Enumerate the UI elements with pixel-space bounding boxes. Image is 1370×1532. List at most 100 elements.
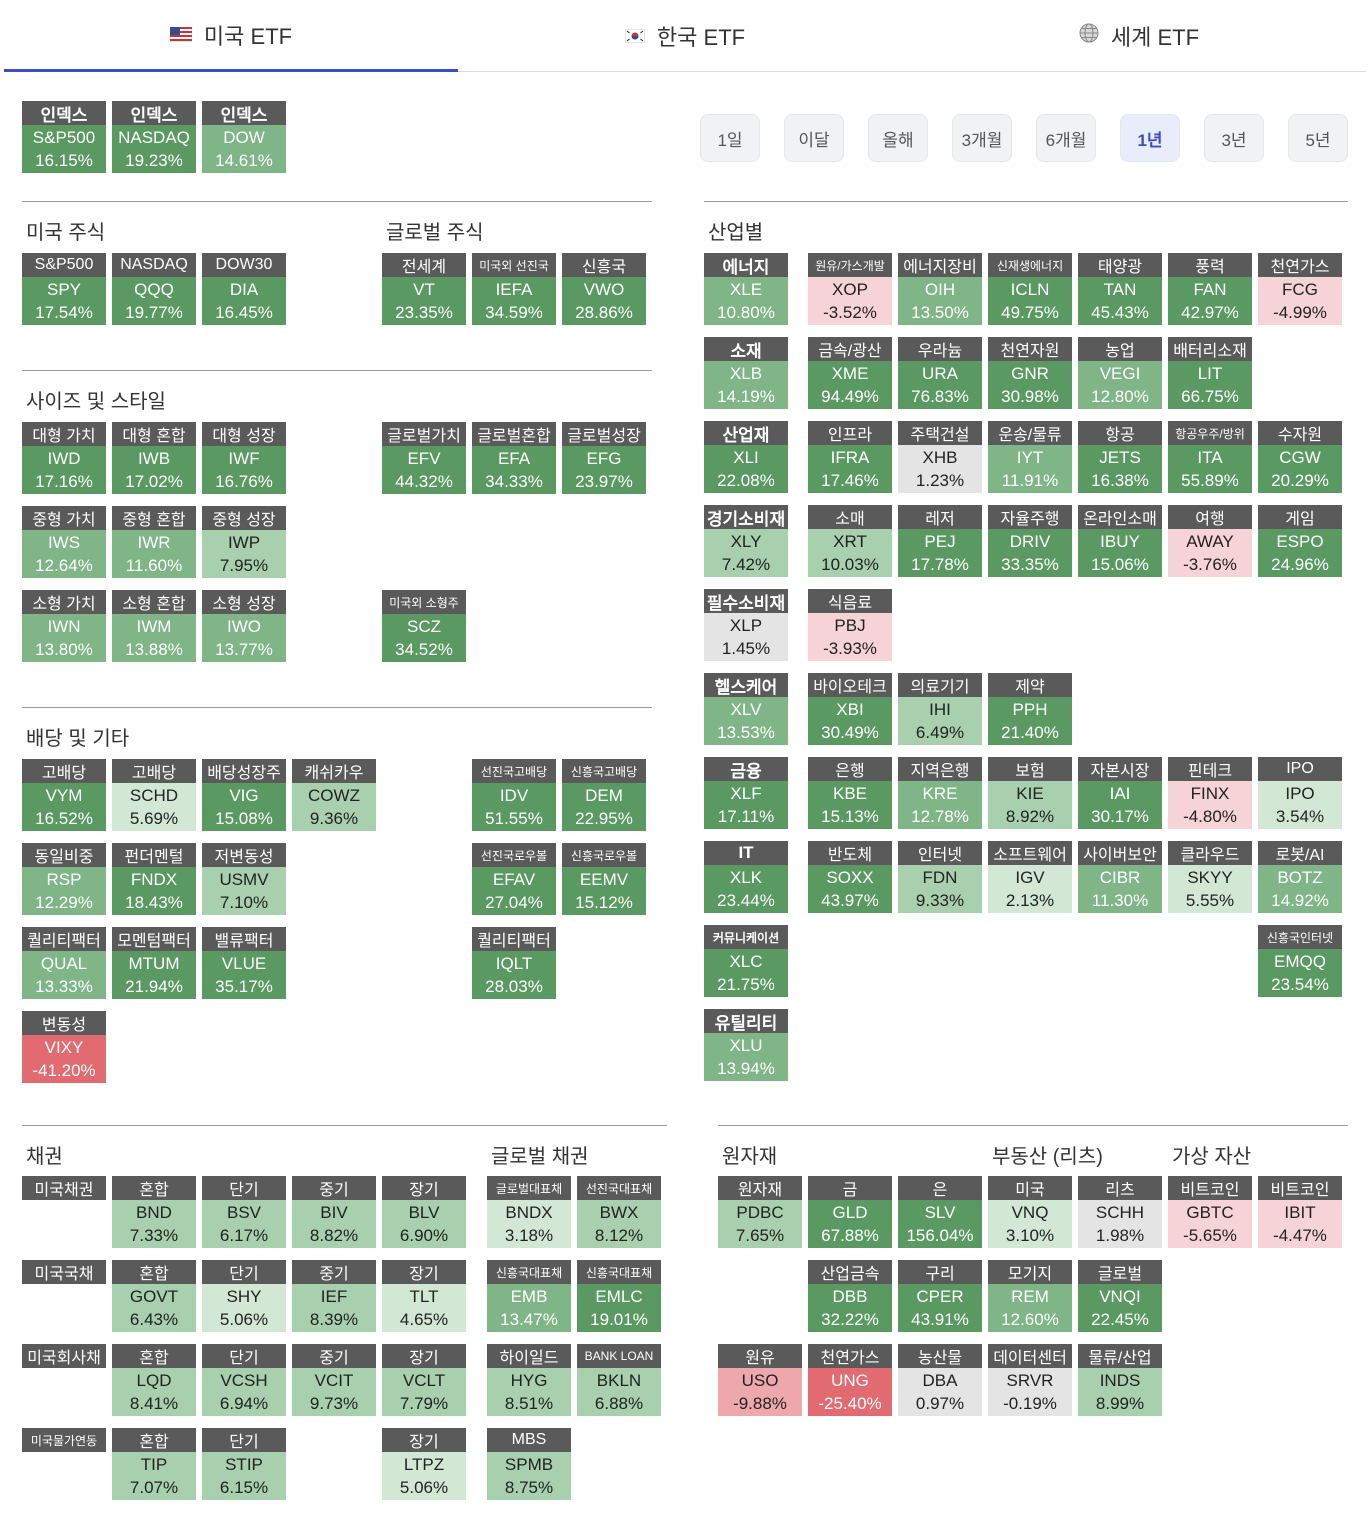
etf-card[interactable]: 모기지 REM 12.60% [988, 1260, 1072, 1332]
etf-card[interactable]: 변동성 VIXY -41.20% [22, 1011, 106, 1083]
etf-card[interactable]: 온라인소매 IBUY 15.06% [1078, 505, 1162, 577]
etf-card[interactable]: 농업 VEGI 12.80% [1078, 337, 1162, 409]
etf-card[interactable]: 신재생에너지 ICLN 49.75% [988, 253, 1072, 325]
etf-card[interactable]: 글로벌혼합 EFA 34.33% [472, 422, 556, 494]
etf-card[interactable]: 중기 IEF 8.39% [292, 1260, 376, 1332]
etf-card[interactable]: 주택건설 XHB 1.23% [898, 421, 982, 493]
etf-card[interactable]: 모멘텀팩터 MTUM 21.94% [112, 927, 196, 999]
period-1y-button[interactable]: 1년 [1120, 114, 1180, 162]
period-ytd-button[interactable]: 올해 [868, 114, 928, 162]
etf-card[interactable]: 신흥국로우볼 EEMV 15.12% [562, 843, 646, 915]
etf-card[interactable]: 중기 VCIT 9.73% [292, 1344, 376, 1416]
etf-card[interactable]: 장기 VCLT 7.79% [382, 1344, 466, 1416]
etf-card[interactable]: 에너지 XLE 10.80% [704, 253, 788, 325]
etf-card[interactable]: 대형 성장 IWF 16.76% [202, 422, 286, 494]
etf-card[interactable]: 단기 VCSH 6.94% [202, 1344, 286, 1416]
etf-card[interactable]: 중형 성장 IWP 7.95% [202, 506, 286, 578]
etf-card[interactable]: DOW30 DIA 16.45% [202, 253, 286, 325]
etf-card[interactable]: 미국외 선진국 IEFA 34.59% [472, 253, 556, 325]
etf-card[interactable]: 경기소비재 XLY 7.42% [704, 505, 788, 577]
etf-card[interactable]: 인프라 IFRA 17.46% [808, 421, 892, 493]
etf-card[interactable]: 금 GLD 67.88% [808, 1176, 892, 1248]
etf-card[interactable]: 하이일드 HYG 8.51% [487, 1344, 571, 1416]
etf-card[interactable]: 단기 BSV 6.17% [202, 1176, 286, 1248]
etf-card[interactable]: 단기 SHY 5.06% [202, 1260, 286, 1332]
etf-card[interactable]: 헬스케어 XLV 13.53% [704, 673, 788, 745]
etf-card[interactable]: 혼합 GOVT 6.43% [112, 1260, 196, 1332]
etf-card[interactable]: 저변동성 USMV 7.10% [202, 843, 286, 915]
etf-card[interactable]: NASDAQ QQQ 19.77% [112, 253, 196, 325]
etf-card[interactable]: 신흥국대표채 EMLC 19.01% [577, 1260, 661, 1332]
etf-card[interactable]: 여행 AWAY -3.76% [1168, 505, 1252, 577]
etf-card[interactable]: 비트코인 GBTC -5.65% [1168, 1176, 1252, 1248]
etf-card[interactable]: 신흥국인터넷 EMQQ 23.54% [1258, 925, 1342, 997]
etf-card[interactable]: 금융 XLF 17.11% [704, 757, 788, 829]
etf-card[interactable]: 인덱스 S&P500 16.15% [22, 101, 106, 173]
tab-kr-etf[interactable]: 한국 ETF [458, 0, 912, 72]
etf-card[interactable]: 장기 TLT 4.65% [382, 1260, 466, 1332]
etf-card[interactable]: MBS SPMB 8.75% [487, 1428, 571, 1500]
etf-card[interactable]: 장기 LTPZ 5.06% [382, 1428, 466, 1500]
etf-card[interactable]: 글로벌성장 EFG 23.97% [562, 422, 646, 494]
etf-card[interactable]: 물류/산업 INDS 8.99% [1078, 1344, 1162, 1416]
etf-card[interactable]: 선진국대표채 BWX 8.12% [577, 1176, 661, 1248]
etf-card[interactable]: 레저 PEJ 17.78% [898, 505, 982, 577]
etf-card[interactable]: 전세계 VT 23.35% [382, 253, 466, 325]
etf-card[interactable]: 바이오테크 XBI 30.49% [808, 673, 892, 745]
period-6m-button[interactable]: 6개월 [1036, 114, 1096, 162]
etf-card[interactable]: 장기 BLV 6.90% [382, 1176, 466, 1248]
etf-card[interactable]: 태양광 TAN 45.43% [1078, 253, 1162, 325]
etf-card[interactable]: 신흥국 VWO 28.86% [562, 253, 646, 325]
etf-card[interactable]: 소형 가치 IWN 13.80% [22, 590, 106, 662]
etf-card[interactable]: 항공우주/방위 ITA 55.89% [1168, 421, 1252, 493]
etf-card[interactable]: 인터넷 FDN 9.33% [898, 841, 982, 913]
etf-card[interactable]: 퀄리티팩터 IQLT 28.03% [472, 927, 556, 999]
etf-card[interactable]: 배당성장주 VIG 15.08% [202, 759, 286, 831]
etf-card[interactable]: 제약 PPH 21.40% [988, 673, 1072, 745]
etf-card[interactable]: 식음료 PBJ -3.93% [808, 589, 892, 661]
etf-card[interactable]: 천연자원 GNR 30.98% [988, 337, 1072, 409]
etf-card[interactable]: 혼합 BND 7.33% [112, 1176, 196, 1248]
etf-card[interactable]: 반도체 SOXX 43.97% [808, 841, 892, 913]
etf-card[interactable]: 펀더멘털 FNDX 18.43% [112, 843, 196, 915]
etf-card[interactable]: 혼합 LQD 8.41% [112, 1344, 196, 1416]
etf-card[interactable]: 미국외 소형주 SCZ 34.52% [382, 590, 466, 662]
etf-card[interactable]: 글로벌가치 EFV 44.32% [382, 422, 466, 494]
etf-card[interactable]: 인덱스 DOW 14.61% [202, 101, 286, 173]
etf-card[interactable]: 데이터센터 SRVR -0.19% [988, 1344, 1072, 1416]
etf-card[interactable]: 사이버보안 CIBR 11.30% [1078, 841, 1162, 913]
etf-card[interactable]: 로봇/AI BOTZ 14.92% [1258, 841, 1342, 913]
etf-card[interactable]: 천연가스 FCG -4.99% [1258, 253, 1342, 325]
etf-card[interactable]: 밸류팩터 VLUE 35.17% [202, 927, 286, 999]
etf-card[interactable]: 선진국고배당 IDV 51.55% [472, 759, 556, 831]
etf-card[interactable]: 원유/가스개발 XOP -3.52% [808, 253, 892, 325]
etf-card[interactable]: 리츠 SCHH 1.98% [1078, 1176, 1162, 1248]
tab-us-etf[interactable]: 미국 ETF [4, 0, 458, 72]
etf-card[interactable]: 에너지장비 OIH 13.50% [898, 253, 982, 325]
etf-card[interactable]: 소형 성장 IWO 13.77% [202, 590, 286, 662]
etf-card[interactable]: 수자원 CGW 20.29% [1258, 421, 1342, 493]
etf-card[interactable]: 운송/물류 IYT 11.91% [988, 421, 1072, 493]
etf-card[interactable]: 천연가스 UNG -25.40% [808, 1344, 892, 1416]
etf-card[interactable]: 클라우드 SKYY 5.55% [1168, 841, 1252, 913]
etf-card[interactable]: 커뮤니케이션 XLC 21.75% [704, 925, 788, 997]
etf-card[interactable]: 신흥국대표채 EMB 13.47% [487, 1260, 571, 1332]
etf-card[interactable]: 중형 혼합 IWR 11.60% [112, 506, 196, 578]
etf-card[interactable]: 풍력 FAN 42.97% [1168, 253, 1252, 325]
tab-world-etf[interactable]: 세계 ETF [912, 0, 1366, 72]
etf-card[interactable]: 고배당 VYM 16.52% [22, 759, 106, 831]
etf-card[interactable]: 글로벌 VNQI 22.45% [1078, 1260, 1162, 1332]
etf-card[interactable]: 지역은행 KRE 12.78% [898, 757, 982, 829]
etf-card[interactable]: 산업재 XLI 22.08% [704, 421, 788, 493]
etf-card[interactable]: 은행 KBE 15.13% [808, 757, 892, 829]
etf-card[interactable]: 고배당 SCHD 5.69% [112, 759, 196, 831]
etf-card[interactable]: 대형 가치 IWD 17.16% [22, 422, 106, 494]
period-mtd-button[interactable]: 이달 [784, 114, 844, 162]
etf-card[interactable]: 인덱스 NASDAQ 19.23% [112, 101, 196, 173]
etf-card[interactable]: BANK LOAN BKLN 6.88% [577, 1344, 661, 1416]
etf-card[interactable]: 자율주행 DRIV 33.35% [988, 505, 1072, 577]
etf-card[interactable]: 캐쉬카우 COWZ 9.36% [292, 759, 376, 831]
period-3m-button[interactable]: 3개월 [952, 114, 1012, 162]
etf-card[interactable]: 은 SLV 156.04% [898, 1176, 982, 1248]
etf-card[interactable]: 우라늄 URA 76.83% [898, 337, 982, 409]
